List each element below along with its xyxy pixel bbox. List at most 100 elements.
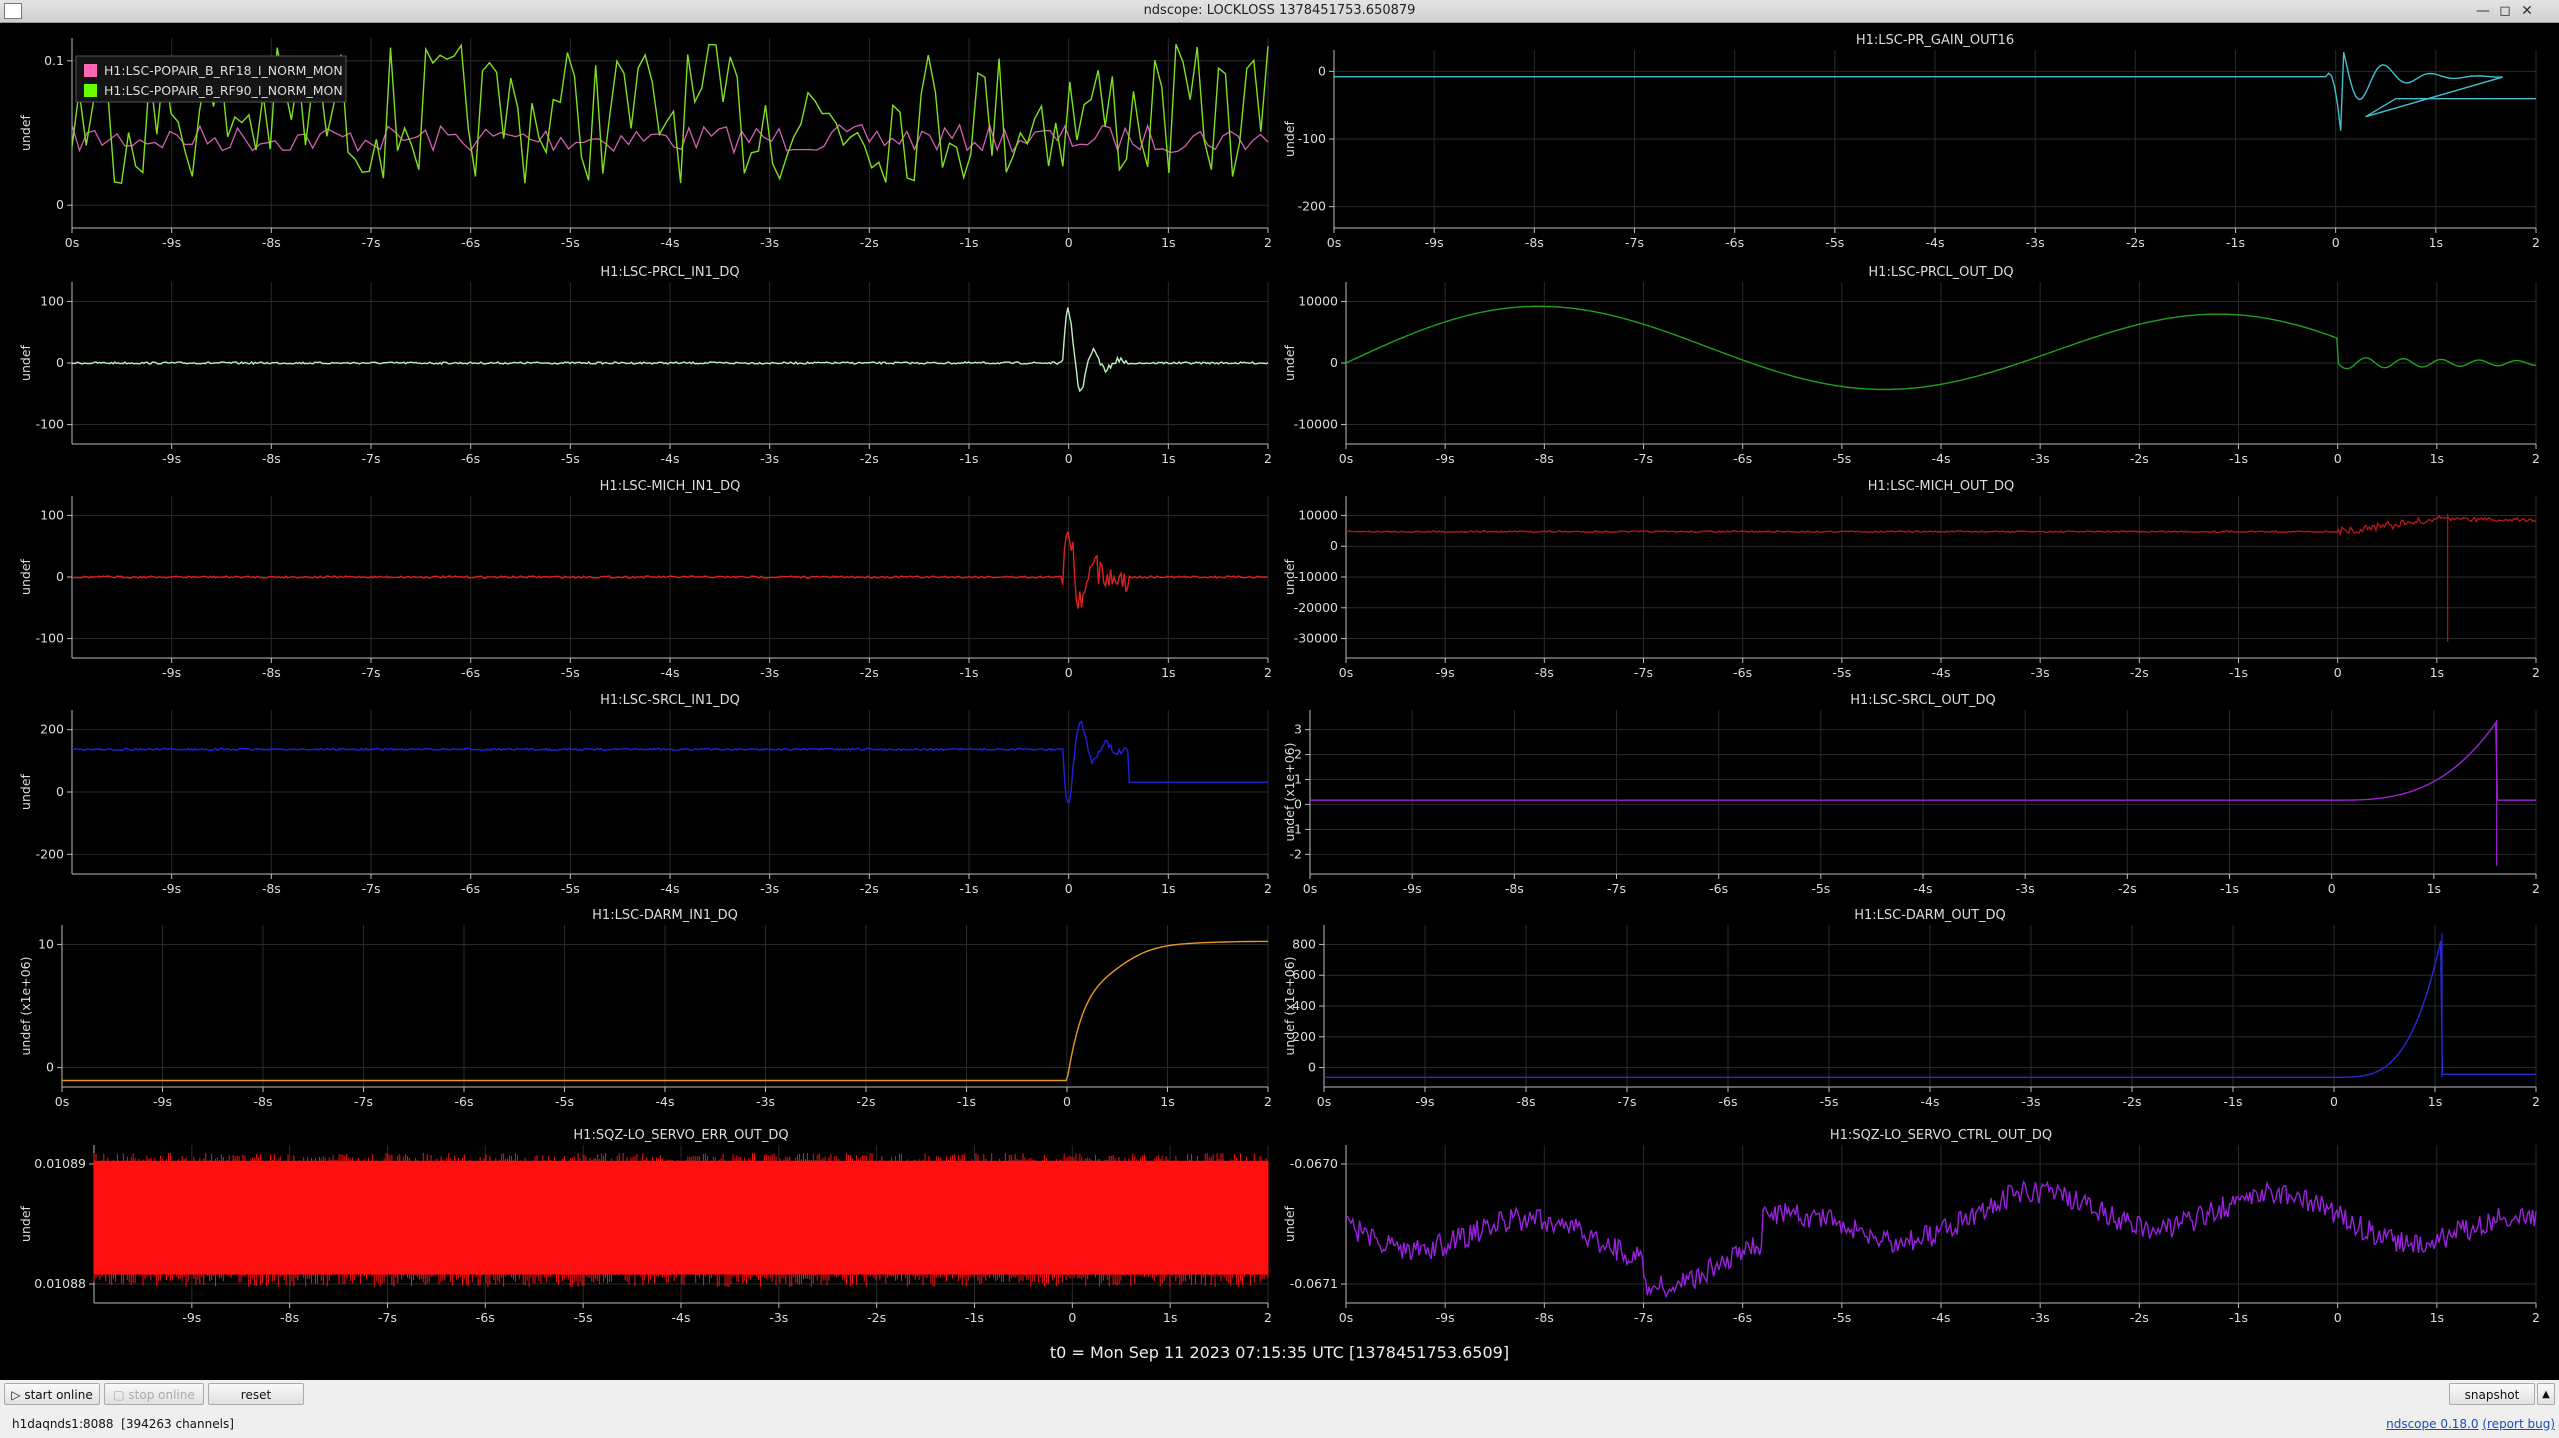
plot-svg[interactable]: H1:LSC-MICH_IN1_DQ -9s -8s -7s -6s -5s -4s -3s -… <box>0 476 1280 684</box>
y-tick-label: 3 <box>1294 722 1302 737</box>
x-tick-label: -7s <box>362 235 381 250</box>
chevron-up-icon[interactable]: ▲ <box>2537 1383 2555 1405</box>
plot-title: H1:LSC-PRCL_IN1_DQ <box>600 265 739 280</box>
x-tick-label: -6s <box>461 881 480 896</box>
plot-title: H1:LSC-SRCL_IN1_DQ <box>600 693 740 708</box>
channel-count: [394263 channels] <box>121 1417 234 1431</box>
y-tick-label: 800 <box>1292 936 1316 951</box>
plot-prcl-in1[interactable]: H1:LSC-PRCL_IN1_DQ -9s -8s -7s -6s -5s -4s -3s -… <box>0 262 1280 470</box>
y-tick-label: 0 <box>1294 796 1302 811</box>
x-tick-label: -2s <box>860 665 879 680</box>
reset-button[interactable]: reset <box>208 1383 304 1405</box>
snapshot-button[interactable]: snapshot <box>2449 1383 2535 1405</box>
plot-svg[interactable]: H1:SQZ-LO_SERVO_ERR_OUT_DQ -9s -8s -7s -6s -5… <box>0 1119 1280 1329</box>
x-tick-label: 1s <box>1161 235 1175 250</box>
version-info: ndscope 0.18.0 (report bug) <box>2386 1417 2555 1431</box>
plot-mich-in1[interactable]: H1:LSC-MICH_IN1_DQ -9s -8s -7s -6s -5s -4s -3s -… <box>0 476 1280 684</box>
minimize-icon[interactable]: — <box>2476 3 2490 19</box>
x-tick-label: -2s <box>867 1310 886 1325</box>
y-tick-label: 10000 <box>1298 293 1338 308</box>
plot-darm-in1[interactable]: H1:LSC-DARM_IN1_DQ 0s -9s -8s -7s -6s -5s -4s -3… <box>0 905 1280 1113</box>
y-tick-label: 0.1 <box>44 53 64 68</box>
y-tick-label: 200 <box>1292 1029 1316 1044</box>
x-tick-label: -5s <box>1825 235 1844 250</box>
x-tick-label: 0 <box>2332 235 2340 250</box>
trace <box>1310 719 2536 866</box>
y-tick-label: 10 <box>38 936 54 951</box>
start-online-button[interactable]: ▷ start online <box>4 1383 100 1405</box>
legend-entry: H1:LSC-POPAIR_B_RF18_I_NORM_MON <box>104 63 343 78</box>
plot-popair[interactable]: 0s -9s -8s -7s -6s -5s -4s -3s -2s -1s 0 1s 2 0.1 0 und… <box>0 30 1280 255</box>
x-tick-label: 2 <box>1264 451 1272 466</box>
trace <box>93 1152 1269 1288</box>
x-tick-label: -1s <box>2220 881 2239 896</box>
x-tick-label: -7s <box>1634 665 1653 680</box>
y-axis-label: undef <box>1282 344 1297 380</box>
plot-title: H1:SQZ-LO_SERVO_CTRL_OUT_DQ <box>1830 1128 2052 1143</box>
x-tick-label: 0s <box>1327 235 1341 250</box>
plot-svg[interactable]: H1:LSC-SRCL_IN1_DQ -9s -8s -7s -6s -5s -4s -3s -… <box>0 690 1280 900</box>
plot-srcl-in1[interactable]: H1:LSC-SRCL_IN1_DQ -9s -8s -7s -6s -5s -4s -3s -… <box>0 690 1280 900</box>
plot-prcl-out[interactable]: H1:LSC-PRCL_OUT_DQ 0s -9s -8s -7s -6s -5s -4s -3… <box>1280 262 2559 470</box>
x-tick-label: -4s <box>656 1094 675 1109</box>
y-tick-label: -100 <box>36 631 64 646</box>
x-tick-label: -3s <box>760 665 779 680</box>
legend-swatch <box>84 84 97 97</box>
plot-pr-gain[interactable]: H1:LSC-PR_GAIN_OUT16 0s -9s -8s -7s -6s -5s -4s… <box>1280 30 2559 255</box>
plot-svg[interactable]: H1:SQZ-LO_SERVO_CTRL_OUT_DQ 0s -9s -8s -7s -6… <box>1280 1119 2559 1329</box>
plot-srcl-out[interactable]: H1:LSC-SRCL_OUT_DQ 0s -9s -8s -7s -6s -5s -4s -3… <box>1280 690 2559 900</box>
y-axis-label: undef (x1e+06) <box>1282 742 1297 841</box>
plot-mich-out[interactable]: H1:LSC-MICH_OUT_DQ 0s -9s -8s -7s -6s -5s -4s -3… <box>1280 476 2559 684</box>
maximize-icon[interactable]: ◻ <box>2499 3 2511 19</box>
x-tick-label: -4s <box>661 235 680 250</box>
x-tick-label: 1s <box>1160 1094 1174 1109</box>
plot-svg[interactable]: H1:LSC-DARM_OUT_DQ 0s -9s -8s -7s -6s -5s -4s -3… <box>1280 905 2559 1113</box>
plot-title: H1:LSC-DARM_IN1_DQ <box>592 908 738 923</box>
report-bug-link[interactable]: (report bug) <box>2482 1417 2555 1431</box>
plot-svg[interactable]: 0s -9s -8s -7s -6s -5s -4s -3s -2s -1s 0 1s 2 0.1 0 und… <box>0 30 1280 255</box>
plot-svg[interactable]: H1:LSC-SRCL_OUT_DQ 0s -9s -8s -7s -6s -5s -4s -3… <box>1280 690 2559 900</box>
y-tick-label: -10000 <box>1294 569 1338 584</box>
x-tick-label: -6s <box>461 665 480 680</box>
x-tick-label: -7s <box>1607 881 1626 896</box>
y-tick-label: -200 <box>36 846 64 861</box>
status-text: h1daqnds1:8088 [394263 channels] <box>12 1417 234 1431</box>
y-tick-label: 0.01089 <box>34 1156 86 1171</box>
x-tick-label: 0s <box>1303 881 1317 896</box>
plot-sqz-err[interactable]: H1:SQZ-LO_SERVO_ERR_OUT_DQ -9s -8s -7s -6s -5… <box>0 1119 1280 1329</box>
plot-svg[interactable]: H1:LSC-PRCL_OUT_DQ 0s -9s -8s -7s -6s -5s -4s -3… <box>1280 262 2559 470</box>
trace <box>1324 933 2536 1079</box>
x-tick-label: -7s <box>362 881 381 896</box>
x-tick-label: -1s <box>2224 1094 2243 1109</box>
plot-title: H1:LSC-SRCL_OUT_DQ <box>1850 693 1996 708</box>
x-tick-label: -5s <box>1832 665 1851 680</box>
plot-svg[interactable]: H1:LSC-PRCL_IN1_DQ -9s -8s -7s -6s -5s -4s -3s -… <box>0 262 1280 470</box>
y-tick-label: 0 <box>1330 538 1338 553</box>
y-tick-label: -100 <box>36 417 64 432</box>
y-axis-label: undef <box>1282 1205 1297 1241</box>
close-icon[interactable]: ✕ <box>2521 3 2533 19</box>
x-tick-label: -7s <box>1625 235 1644 250</box>
stop-online-button[interactable]: ▢ stop online <box>104 1383 204 1405</box>
trace <box>62 940 1268 1082</box>
x-tick-label: -9s <box>182 1310 201 1325</box>
x-tick-label: -1s <box>2229 665 2248 680</box>
x-tick-label: -6s <box>1733 1310 1752 1325</box>
plot-svg[interactable]: H1:LSC-MICH_OUT_DQ 0s -9s -8s -7s -6s -5s -4s -3… <box>1280 476 2559 684</box>
x-tick-label: -1s <box>957 1094 976 1109</box>
y-tick-label: 0 <box>56 197 64 212</box>
legend[interactable] <box>75 55 347 103</box>
y-tick-label: 0 <box>56 569 64 584</box>
x-tick-label: -1s <box>960 881 979 896</box>
x-tick-label: -2s <box>860 235 879 250</box>
x-tick-label: -6s <box>1719 1094 1738 1109</box>
plot-svg[interactable]: H1:LSC-DARM_IN1_DQ 0s -9s -8s -7s -6s -5s -4s -3… <box>0 905 1280 1113</box>
plot-darm-out[interactable]: H1:LSC-DARM_OUT_DQ 0s -9s -8s -7s -6s -5s -4s -3… <box>1280 905 2559 1113</box>
plot-svg[interactable]: H1:LSC-PR_GAIN_OUT16 0s -9s -8s -7s -6s -5s -4s… <box>1280 30 2559 255</box>
plot-sqz-ctrl[interactable]: H1:SQZ-LO_SERVO_CTRL_OUT_DQ 0s -9s -8s -7s -6… <box>1280 1119 2559 1329</box>
version-link[interactable]: ndscope 0.18.0 <box>2386 1417 2479 1431</box>
trace <box>1345 305 2536 391</box>
x-tick-label: -8s <box>1525 235 1544 250</box>
x-tick-label: -7s <box>378 1310 397 1325</box>
x-tick-label: -6s <box>1733 665 1752 680</box>
